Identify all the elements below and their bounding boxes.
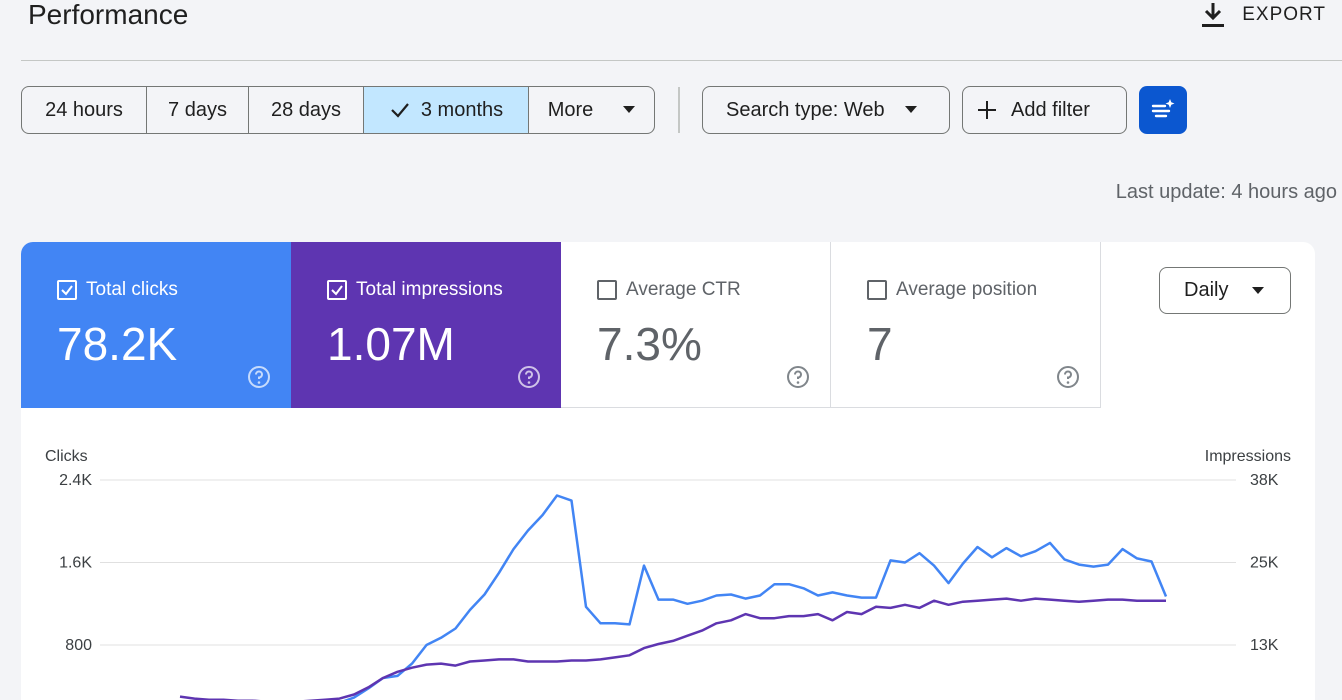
chart-series [179, 494, 1168, 700]
add-filter-label: Add filter [1011, 98, 1090, 121]
search-type-filter[interactable]: Search type: Web [702, 86, 950, 134]
date-option-28-days[interactable]: 28 days [249, 87, 364, 133]
checkbox-checked-icon[interactable] [327, 280, 347, 300]
performance-chart: Clicks Impressions 2.4K 38K 1.6K 25K 800 13K [45, 448, 1291, 700]
left-tick-label: 1.6K [59, 555, 92, 572]
search-filters-button[interactable] [1139, 86, 1187, 134]
right-tick-label: 38K [1250, 472, 1279, 489]
metric-label: Total impressions [356, 279, 503, 300]
toolbar-separator [678, 87, 680, 133]
metric-value: 7.3% [597, 318, 702, 370]
left-tick-label: 2.4K [59, 472, 92, 489]
metric-value: 78.2K [57, 318, 178, 370]
left-axis-title: Clicks [45, 448, 88, 465]
checkbox-unchecked-icon[interactable] [867, 280, 887, 300]
plus-icon [978, 101, 996, 119]
series-line-impressions [179, 597, 1166, 700]
left-tick-label: 800 [65, 637, 92, 654]
right-tick-label: 13K [1250, 637, 1279, 654]
download-icon [1202, 3, 1225, 27]
date-option-3-months[interactable]: 3 months [364, 87, 529, 133]
metric-label: Total clicks [86, 279, 178, 300]
dropdown-arrow-icon [904, 106, 917, 113]
metric-value: 7 [867, 318, 893, 370]
performance-card: Total clicks 78.2K Total impressions 1.0… [21, 242, 1315, 700]
chart-gridlines [100, 479, 1236, 646]
metric-value: 1.07M [327, 318, 455, 370]
dropdown-arrow-icon [1252, 286, 1265, 294]
last-update-text: Last update: 4 hours ago [1115, 181, 1337, 203]
add-filter-button[interactable]: Add filter [962, 86, 1127, 134]
granularity-label: Daily [1184, 279, 1229, 301]
search-type-label: Search type: Web [726, 98, 885, 121]
date-option-24-hours[interactable]: 24 hours [22, 87, 147, 133]
checkmark-icon [391, 103, 409, 118]
help-icon[interactable] [247, 365, 271, 389]
metric-label: Average CTR [626, 279, 741, 300]
metric-average-ctr[interactable]: Average CTR 7.3% [561, 242, 831, 408]
page-title: Performance [28, 0, 189, 30]
metric-total-clicks[interactable]: Total clicks 78.2K [21, 242, 291, 408]
checkbox-checked-icon[interactable] [57, 280, 77, 300]
help-icon[interactable] [786, 365, 810, 389]
help-icon[interactable] [517, 365, 541, 389]
right-axis-title: Impressions [1205, 448, 1291, 465]
right-tick-label: 25K [1250, 555, 1279, 572]
date-range-selector: 24 hours 7 days 28 days 3 months More [21, 86, 655, 134]
date-option-7-days[interactable]: 7 days [147, 87, 249, 133]
dropdown-arrow-icon [623, 106, 636, 113]
metric-total-impressions[interactable]: Total impressions 1.07M [291, 242, 561, 408]
metric-average-position[interactable]: Average position 7 [831, 242, 1101, 408]
export-label: EXPORT [1242, 4, 1326, 25]
checkbox-unchecked-icon[interactable] [597, 280, 617, 300]
header-divider [21, 60, 1342, 61]
filter-sparkle-icon [1151, 99, 1175, 118]
granularity-dropdown[interactable]: Daily [1159, 267, 1291, 314]
chart-ticks: 2.4K 38K 1.6K 25K 800 13K [59, 472, 1279, 654]
help-icon[interactable] [1056, 365, 1080, 389]
date-option-more[interactable]: More [529, 87, 654, 133]
metric-label: Average position [896, 279, 1038, 300]
series-line-clicks [343, 494, 1168, 700]
export-button[interactable]: EXPORT [1200, 0, 1326, 30]
